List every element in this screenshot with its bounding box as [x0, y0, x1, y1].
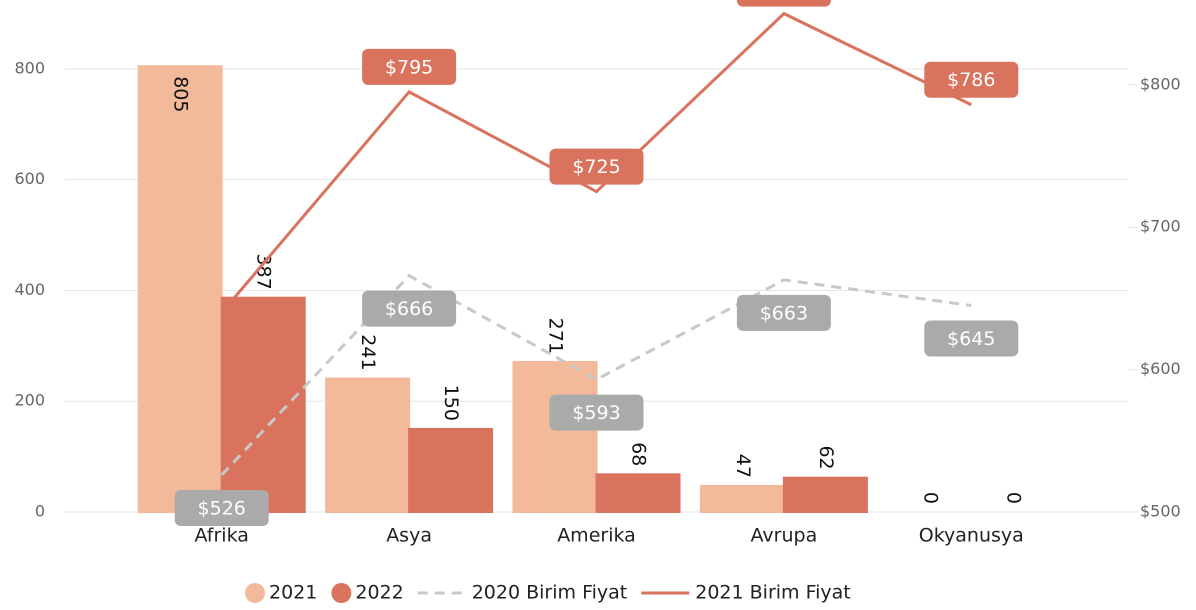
- legend-label: 2021: [269, 582, 317, 604]
- bar: [220, 296, 306, 513]
- line-value-label: $666: [362, 290, 457, 327]
- bar: [325, 377, 411, 513]
- label-box: [736, 0, 831, 7]
- line-value-label: $786: [924, 61, 1019, 98]
- bar-value-label: 0: [1002, 492, 1024, 504]
- bar-value-label: 0: [919, 492, 941, 504]
- label-box: [362, 48, 457, 85]
- legend-label: 2020 Birim Fiyat: [472, 582, 628, 604]
- label-box: [736, 294, 831, 331]
- bar-value-label: 68: [628, 442, 650, 466]
- label-text: $593: [572, 402, 620, 424]
- label-box: [924, 320, 1019, 357]
- x-tick-label: Afrika: [194, 525, 248, 547]
- bar: [595, 473, 681, 513]
- line-value-label: $593: [549, 394, 644, 431]
- y2-tick-label: $500: [1140, 502, 1181, 521]
- label-text: $795: [385, 56, 433, 78]
- label-text: $725: [572, 156, 620, 178]
- bar-value-label: 241: [357, 334, 379, 370]
- x-tick-label: Asya: [386, 525, 432, 547]
- line-value-label: $850: [736, 0, 831, 7]
- bar-value-label: 150: [440, 385, 462, 421]
- label-box: [174, 489, 269, 526]
- bar: [512, 360, 598, 513]
- bar-value-label: 47: [732, 454, 754, 478]
- bar-value-label: 387: [253, 253, 275, 289]
- x-tick-label: Amerika: [557, 525, 636, 547]
- legend-label: 2021 Birim Fiyat: [695, 582, 851, 604]
- label-box: [924, 61, 1019, 98]
- y2-tick-label: $800: [1140, 74, 1181, 93]
- y-tick-label: 400: [14, 280, 45, 299]
- line-value-label: $645: [924, 320, 1019, 357]
- legend-swatch: [331, 583, 352, 603]
- label-text: $663: [760, 302, 808, 324]
- y-tick-label: 200: [14, 391, 45, 410]
- label-text: $645: [947, 328, 995, 350]
- bar-value-label: 271: [545, 318, 567, 354]
- line-value-label: $526: [174, 489, 269, 526]
- y-tick-label: 800: [14, 58, 45, 77]
- bar: [699, 484, 785, 513]
- label-text: $666: [385, 298, 433, 320]
- bar: [137, 65, 223, 513]
- label-box: [362, 290, 457, 327]
- y2-tick-label: $600: [1140, 359, 1181, 378]
- y-tick-label: 0: [35, 502, 45, 521]
- x-tick-label: Okyanusya: [919, 525, 1024, 547]
- bar: [782, 476, 868, 513]
- bar: [408, 427, 494, 513]
- label-box: [549, 394, 644, 431]
- y2-tick-label: $700: [1140, 217, 1181, 236]
- legend-label: 2022: [355, 582, 403, 604]
- bar-value-label: 62: [815, 445, 837, 469]
- label-text: $786: [947, 69, 995, 91]
- line: [220, 11, 972, 314]
- legend-swatch: [245, 583, 265, 603]
- label-text: $526: [198, 497, 246, 519]
- line-value-label: $795: [362, 48, 457, 85]
- line-value-label: $663: [736, 294, 831, 331]
- label-box: [549, 148, 644, 185]
- bar-value-label: 805: [170, 76, 192, 112]
- line-value-label: $725: [549, 148, 644, 185]
- x-tick-label: Avrupa: [751, 525, 818, 547]
- y-tick-label: 600: [14, 169, 45, 188]
